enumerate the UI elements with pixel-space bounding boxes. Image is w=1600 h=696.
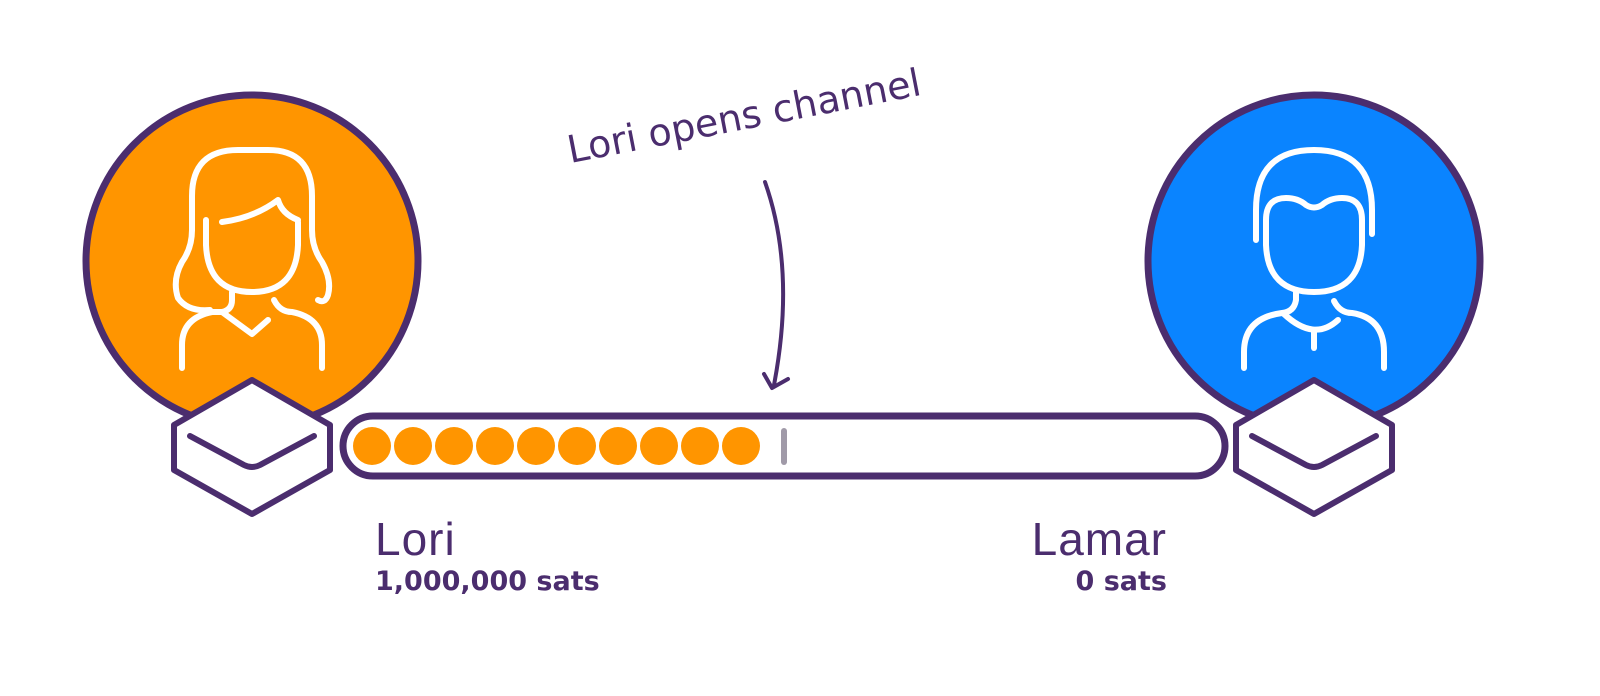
- lamar-balance: 0 sats: [1075, 566, 1167, 597]
- lamar-node-icon: [1233, 377, 1395, 517]
- female-user-icon: [172, 147, 333, 371]
- coin: [599, 427, 637, 465]
- coin: [394, 427, 432, 465]
- coin: [640, 427, 678, 465]
- coin: [435, 427, 473, 465]
- lori-name: Lori: [375, 513, 456, 565]
- lori-balance: 1,000,000 sats: [375, 566, 600, 597]
- coin: [476, 427, 514, 465]
- coin: [722, 427, 760, 465]
- coin: [353, 427, 391, 465]
- coin: [558, 427, 596, 465]
- channel-coins: [353, 427, 760, 465]
- lamar-name: Lamar: [1031, 513, 1167, 565]
- lori-avatar: [82, 91, 422, 431]
- annotation-arrow: [762, 180, 790, 390]
- lori-node-icon: [171, 377, 333, 517]
- male-user-icon: [1241, 147, 1387, 371]
- coin: [517, 427, 555, 465]
- coin: [681, 427, 719, 465]
